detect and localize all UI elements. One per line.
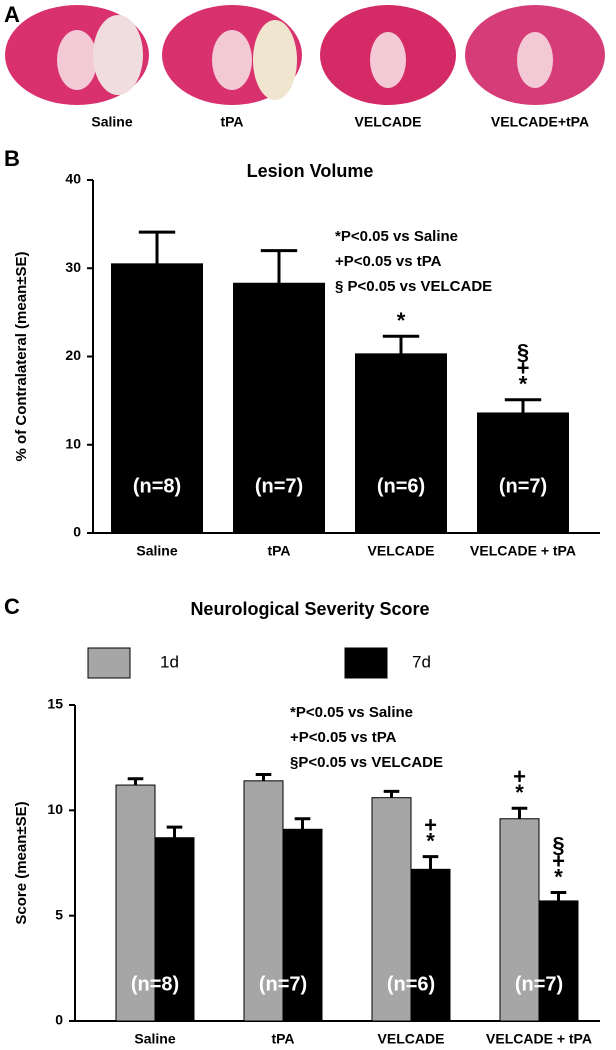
x-tick-label: tPA (267, 543, 290, 559)
significance-marker: + (513, 764, 526, 789)
note: *P<0.05 vs Saline (335, 228, 458, 245)
error-bar (260, 249, 298, 284)
chart-title: Neurological Severity Score (190, 599, 429, 619)
y-tick-label: 10 (65, 435, 81, 451)
significance-marker: § (552, 832, 564, 857)
n-label: (n=7) (259, 973, 307, 995)
note: +P<0.05 vs tPA (290, 729, 397, 746)
y-tick-label: 15 (47, 696, 63, 712)
error-bar (166, 825, 183, 838)
bar (371, 797, 412, 1022)
x-tick-label: VELCADE + tPA (486, 1031, 592, 1047)
image-label: tPA (220, 114, 243, 130)
significance-marker: * (519, 372, 528, 397)
brain-lesion (93, 15, 143, 95)
y-axis-label: Score (mean±SE) (13, 801, 30, 924)
x-tick-label: tPA (271, 1031, 294, 1047)
n-label: (n=7) (255, 475, 303, 497)
y-tick-label: 0 (73, 524, 81, 540)
y-axis-label: % of Contralateral (mean±SE) (13, 252, 30, 462)
image-label: VELCADE+tPA (491, 114, 589, 130)
significance-marker: * (426, 828, 435, 853)
n-label: (n=8) (133, 475, 181, 497)
chart-title: Lesion Volume (247, 161, 374, 181)
n-label: (n=8) (131, 973, 179, 995)
brain-ventricle (212, 30, 252, 90)
significance-marker: § (517, 340, 529, 365)
panel-label: A (4, 2, 20, 27)
panel-label: C (4, 594, 20, 619)
image-label: Saline (91, 114, 132, 130)
error-bar (255, 773, 272, 781)
error-bar (504, 398, 542, 413)
y-tick-label: 10 (47, 801, 63, 817)
significance-marker: + (517, 356, 530, 381)
bar (115, 784, 156, 1022)
error-bar (294, 817, 311, 830)
y-tick-label: 20 (65, 347, 81, 363)
error-bar (511, 806, 528, 819)
x-tick-label: Saline (134, 1031, 175, 1047)
brain-lesion (253, 20, 297, 100)
error-bar (127, 777, 144, 786)
error-bar (550, 890, 567, 901)
panel-label: B (4, 146, 20, 171)
x-tick-label: VELCADE + tPA (470, 543, 576, 559)
brain-ventricle (370, 32, 406, 88)
bar (154, 837, 195, 1022)
x-tick-label: Saline (136, 543, 177, 559)
y-tick-label: 0 (55, 1012, 63, 1028)
legend-swatch (87, 647, 131, 679)
bar (282, 828, 323, 1022)
significance-marker: + (552, 848, 565, 873)
n-label: (n=7) (499, 475, 547, 497)
note: *P<0.05 vs Saline (290, 704, 413, 721)
legend-label: 1d (160, 652, 179, 671)
note: § P<0.05 vs VELCADE (335, 278, 492, 295)
bar (355, 353, 447, 534)
note: §P<0.05 vs VELCADE (290, 754, 443, 771)
error-bar (422, 855, 439, 870)
brain-images (5, 5, 605, 105)
bar (499, 818, 540, 1022)
n-label: (n=7) (515, 973, 563, 995)
legend-swatch (344, 647, 388, 679)
significance-marker: + (424, 812, 437, 837)
y-tick-label: 30 (65, 259, 81, 275)
bar (243, 780, 284, 1022)
significance-marker: * (397, 308, 406, 333)
n-label: (n=6) (387, 973, 435, 995)
error-bar (383, 789, 400, 798)
error-bar (138, 230, 176, 264)
y-tick-label: 5 (55, 906, 63, 922)
bar (477, 412, 569, 534)
brain-ventricle (517, 32, 553, 88)
y-tick-label: 40 (65, 171, 81, 187)
x-tick-label: VELCADE (378, 1031, 445, 1047)
legend-label: 7d (412, 652, 431, 671)
n-label: (n=6) (377, 475, 425, 497)
error-bar (382, 334, 420, 354)
bar (538, 900, 579, 1022)
image-label: VELCADE (355, 114, 422, 130)
brain-ventricle (57, 30, 97, 90)
significance-marker: * (515, 780, 524, 805)
significance-marker: * (554, 864, 563, 889)
bar (410, 868, 451, 1022)
note: +P<0.05 vs tPA (335, 253, 442, 270)
x-tick-label: VELCADE (368, 543, 435, 559)
